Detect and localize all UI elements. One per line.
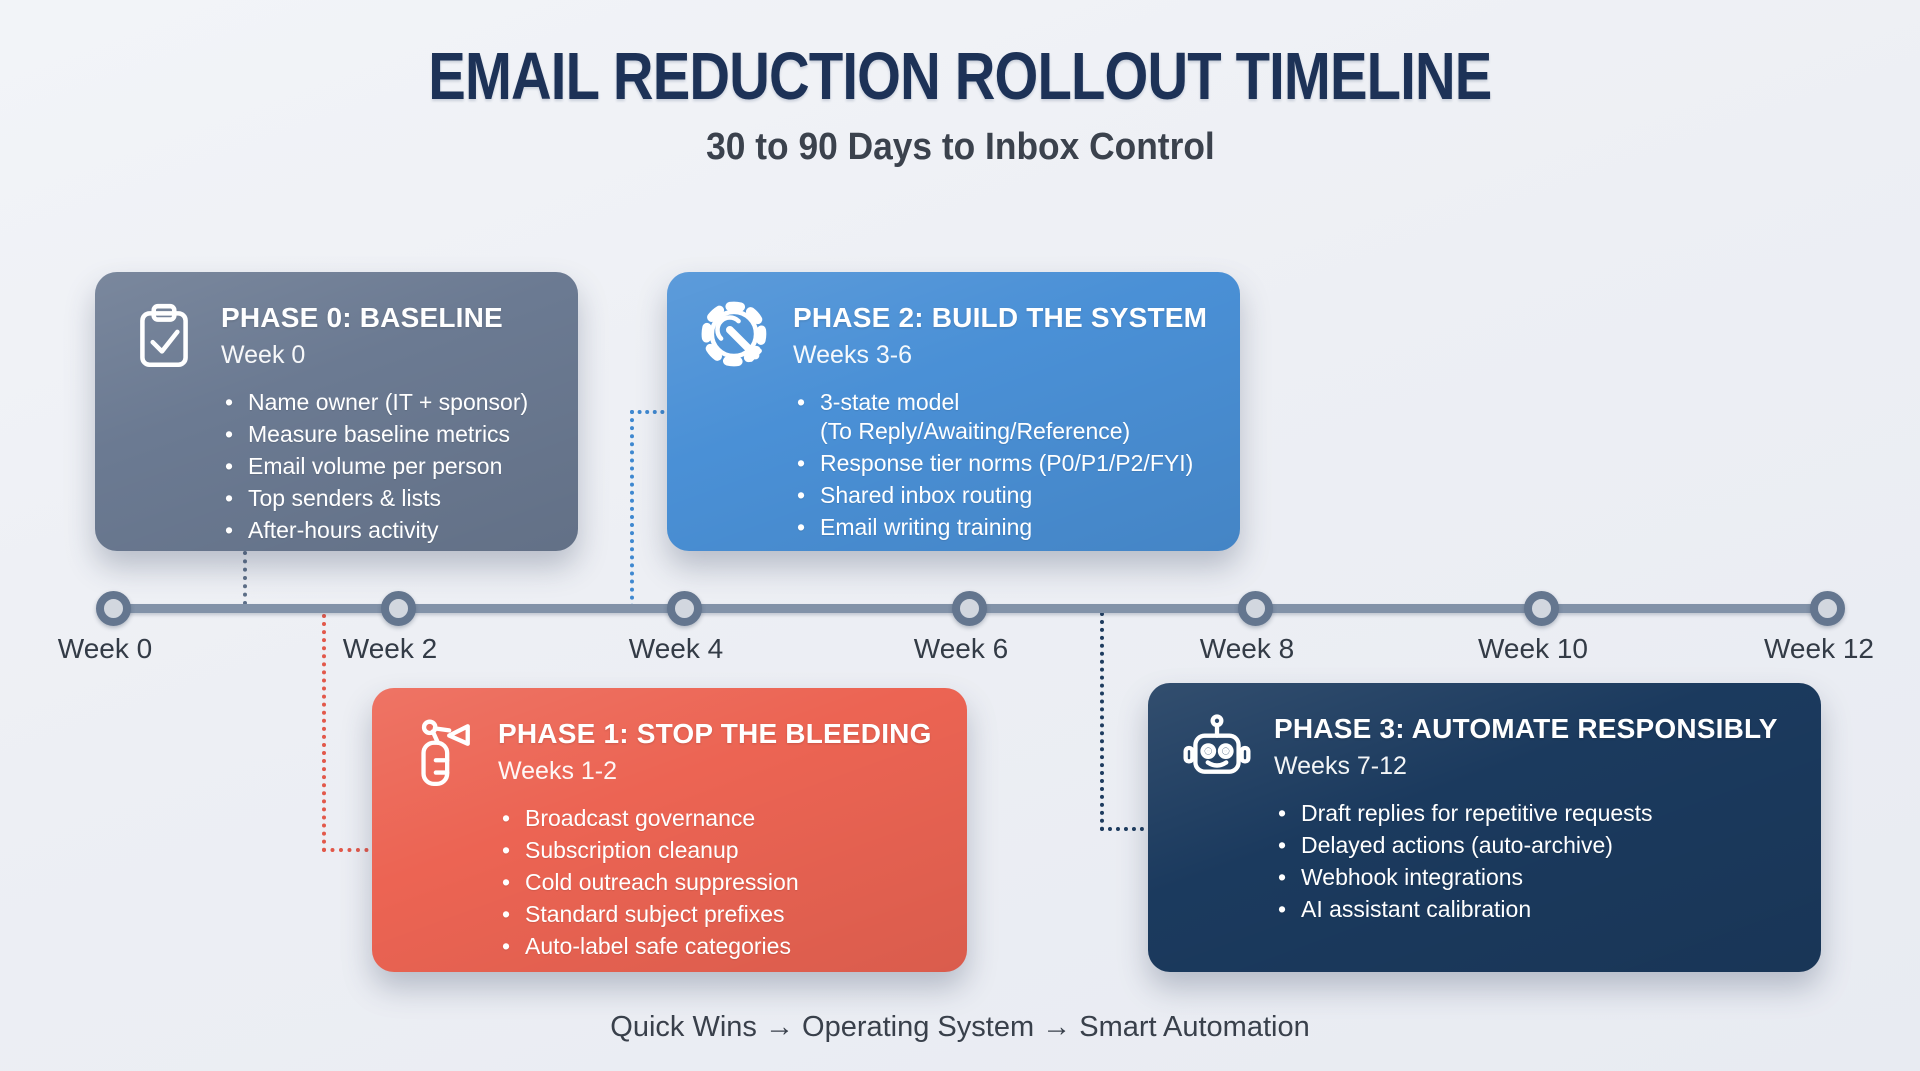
timeline-label-week0: Week 0 [57,633,153,664]
bullet-item: 3-state model (To Reply/Awaiting/Referen… [793,388,1214,446]
bullet-item: Delayed actions (auto-archive) [1274,831,1795,860]
clipboard-check-icon [127,299,201,373]
timeline-node-week4 [667,591,702,626]
timeline-node-week6 [952,591,987,626]
phase3-title: PHASE 3: AUTOMATE RESPONSIBLY [1274,713,1778,744]
phase0-bullet-list: Name owner (IT + sponsor) Measure baselin… [221,388,552,545]
phase1-weeks: Weeks 1-2 [498,757,618,785]
bullet-item: Standard subject prefixes [498,900,941,929]
timeline-node-week10 [1524,591,1559,626]
phase3-card: PHASE 3: AUTOMATE RESPONSIBLY Weeks 7-12… [1148,683,1821,972]
timeline-label-week8: Week 8 [1199,633,1295,664]
bullet-item: Email writing training [793,513,1214,542]
timeline-label-week2: Week 2 [342,633,438,664]
timeline-label-week4: Week 4 [628,633,724,664]
bullet-item: Top senders & lists [221,484,552,513]
page-subtitle: 30 to 90 Days to Inbox Control [705,126,1215,168]
timeline-label-week10: Week 10 [1478,633,1588,664]
bullet-item: Webhook integrations [1274,863,1795,892]
page-title: EMAIL REDUCTION ROLLOUT TIMELINE [428,39,1492,114]
connector-phase0 [243,551,247,605]
bullet-item: Response tier norms (P0/P1/P2/FYI) [793,449,1214,478]
phase3-bullet-list: Draft replies for repetitive requests Del… [1274,799,1795,924]
phase0-title: PHASE 0: BASELINE [221,302,503,333]
phase2-card: PHASE 2: BUILD THE SYSTEM Weeks 3-6 3-st… [667,272,1240,551]
robot-icon [1180,710,1254,784]
timeline-node-week8 [1238,591,1273,626]
bullet-item: Cold outreach suppression [498,868,941,897]
bullet-item: Draft replies for repetitive requests [1274,799,1795,828]
phase1-title: PHASE 1: STOP THE BLEEDING [498,718,932,749]
bullet-item: Auto-label safe categories [498,932,941,961]
timeline-label-week12: Week 12 [1764,633,1874,664]
phase2-bullet-list: 3-state model (To Reply/Awaiting/Referen… [793,388,1214,542]
fire-extinguisher-icon [404,715,478,789]
bullet-item: Name owner (IT + sponsor) [221,388,552,417]
phase3-weeks: Weeks 7-12 [1274,752,1407,780]
timeline-node-week12 [1810,591,1845,626]
phase1-bullet-list: Broadcast governance Subscription cleanup… [498,804,941,961]
footer-progression: Quick Wins → Operating System → Smart Au… [610,1011,1310,1043]
phase2-title: PHASE 2: BUILD THE SYSTEM [793,302,1208,333]
phase2-weeks: Weeks 3-6 [793,341,913,369]
phase1-card: PHASE 1: STOP THE BLEEDING Weeks 1-2 Bro… [372,688,967,972]
bullet-item: AI assistant calibration [1274,895,1795,924]
connector-phase2 [630,410,672,608]
timeline-node-week0 [96,591,131,626]
phase0-card: PHASE 0: BASELINE Week 0 Name owner (IT … [95,272,578,551]
gear-wrench-icon [699,299,773,373]
bullet-item: After-hours activity [221,516,552,545]
phase0-weeks: Week 0 [221,341,306,369]
timeline-label-week6: Week 6 [913,633,1009,664]
connector-phase3 [1100,612,1152,831]
bullet-item: Subscription cleanup [498,836,941,865]
bullet-item: Email volume per person [221,452,552,481]
timeline-node-week2 [381,591,416,626]
bullet-item: Measure baseline metrics [221,420,552,449]
bullet-item: Shared inbox routing [793,481,1214,510]
bullet-item: Broadcast governance [498,804,941,833]
